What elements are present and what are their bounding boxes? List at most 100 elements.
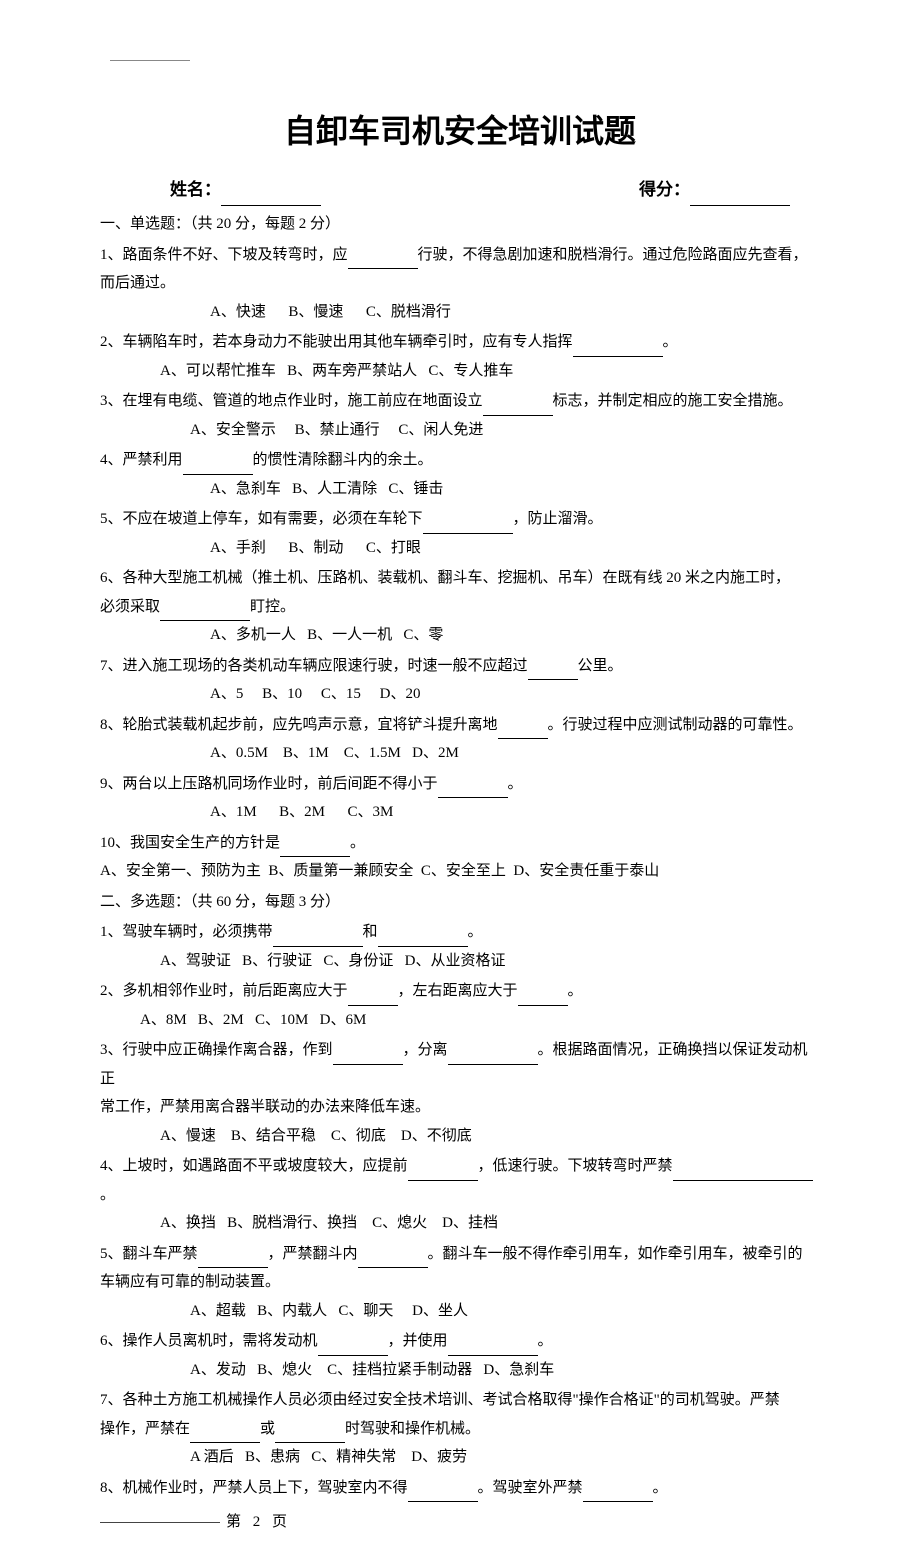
s1-q9: 9、两台以上压路机同场作业时，前后间距不得小于。 xyxy=(100,770,820,799)
header-rule xyxy=(110,60,190,61)
s2-q2-options: A、8M B、2M C、10M D、6M xyxy=(100,1006,820,1035)
s1-q1-text-b: 行驶，不得急剧加速和脱档滑行。通过危险路面应先查看， xyxy=(418,247,808,263)
s1-q6-line2: 必须采取盯控。 xyxy=(100,593,820,622)
s1-q4: 4、严禁利用的惯性清除翻斗内的余土。 xyxy=(100,446,820,475)
s2-q1-text-a: 1、驾驶车辆时，必须携带 xyxy=(100,924,273,940)
opt-b: B、内载人 xyxy=(257,1303,327,1319)
opt-c: C、身份证 xyxy=(323,953,393,969)
s2-q8: 8、机械作业时，严禁人员上下，驾驶室内不得。驾驶室外严禁。 xyxy=(100,1474,820,1503)
s1-q10: 10、我国安全生产的方针是。 xyxy=(100,829,820,858)
opt-b: B、10 xyxy=(262,686,302,702)
s1-q6-options: A、多机一人 B、一人一机 C、零 xyxy=(100,621,820,650)
s2-q5-text-c: 。翻斗车一般不得作牵引用车，如作牵引用车，被牵引的 xyxy=(428,1246,803,1262)
opt-b: B、禁止通行 xyxy=(295,422,380,438)
s1-q1-text-c: 而后通过。 xyxy=(100,269,820,298)
s2-q2-text-b: ，左右距离应大于 xyxy=(398,983,518,999)
s1-q6-text-a: 6、各种大型施工机械（推土机、压路机、装载机、翻斗车、挖掘机、吊车）在既有线 2… xyxy=(100,570,790,586)
s2-q7-text-a: 7、各种土方施工机械操作人员必须由经过安全技术培训、考试合格取得"操作合格证"的… xyxy=(100,1392,780,1408)
opt-b: B、2M xyxy=(279,804,325,820)
s1-q4-options: A、急刹车 B、人工清除 C、锤击 xyxy=(100,475,820,504)
opt-b: B、2M xyxy=(198,1012,244,1028)
s1-q8-options: A、0.5M B、1M C、1.5M D、2M xyxy=(100,739,820,768)
blank xyxy=(348,988,398,1006)
opt-a: A、可以帮忙推车 xyxy=(160,363,276,379)
opt-c: C、安全至上 xyxy=(421,863,506,879)
opt-a: A、发动 xyxy=(190,1362,246,1378)
opt-d: D、挂档 xyxy=(442,1215,498,1231)
blank xyxy=(378,929,468,947)
opt-b: B、脱档滑行、换挡 xyxy=(227,1215,357,1231)
s1-q7: 7、进入施工现场的各类机动车辆应限速行驶，时速一般不应超过公里。 xyxy=(100,652,820,681)
opt-c: C、锤击 xyxy=(388,481,443,497)
blank xyxy=(183,457,253,475)
s2-q4-text-a: 4、上坡时，如遇路面不平或坡度较大，应提前 xyxy=(100,1158,408,1174)
s2-q6: 6、操作人员离机时，需将发动机，并使用。 xyxy=(100,1327,820,1356)
score-label: 得分： xyxy=(639,180,690,199)
blank xyxy=(423,516,513,534)
opt-c: C、零 xyxy=(403,627,443,643)
name-field: 姓名： xyxy=(170,174,321,206)
opt-d: D、安全责任重于泰山 xyxy=(513,863,659,879)
s1-q6-text-c: 盯控。 xyxy=(250,599,295,615)
s2-q1: 1、驾驶车辆时，必须携带和。 xyxy=(100,918,820,947)
s1-q9-text-a: 9、两台以上压路机同场作业时，前后间距不得小于 xyxy=(100,776,438,792)
s2-q7-line2: 操作，严禁在或时驾驶和操作机械。 xyxy=(100,1415,820,1444)
opt-a: A、0.5M xyxy=(210,745,268,761)
s2-q7-text-b: 操作，严禁在 xyxy=(100,1421,190,1437)
opt-a: A 酒后 xyxy=(190,1449,234,1465)
opt-b: B、一人一机 xyxy=(307,627,392,643)
opt-c: C、闲人免进 xyxy=(398,422,483,438)
name-label: 姓名： xyxy=(170,180,221,199)
opt-d: D、6M xyxy=(320,1012,367,1028)
s2-q8-text-a: 8、机械作业时，严禁人员上下，驾驶室内不得 xyxy=(100,1480,408,1496)
s1-q6: 6、各种大型施工机械（推土机、压路机、装载机、翻斗车、挖掘机、吊车）在既有线 2… xyxy=(100,564,820,593)
s2-q5-text-a: 5、翻斗车严禁 xyxy=(100,1246,198,1262)
blank xyxy=(358,1250,428,1268)
opt-b: B、人工清除 xyxy=(292,481,377,497)
s2-q1-text-c: 。 xyxy=(468,924,483,940)
s1-q1: 1、路面条件不好、下坡及转弯时，应行驶，不得急剧加速和脱档滑行。通过危险路面应先… xyxy=(100,241,820,270)
s1-q5-text-b: ，防止溜滑。 xyxy=(513,511,603,527)
s1-q3: 3、在埋有电缆、管道的地点作业时，施工前应在地面设立 标志，并制定相应的施工安全措… xyxy=(100,387,820,416)
blank xyxy=(483,398,553,416)
blank xyxy=(190,1425,260,1443)
opt-a: A、安全警示 xyxy=(190,422,276,438)
s2-q7-options: A 酒后 B、患病 C、精神失常 D、疲劳 xyxy=(100,1443,820,1472)
blank xyxy=(518,988,568,1006)
opt-a: A、1M xyxy=(210,804,257,820)
blank xyxy=(273,929,363,947)
opt-b: B、行驶证 xyxy=(242,953,312,969)
opt-b: B、质量第一兼顾安全 xyxy=(268,863,413,879)
s2-q5-text-b: ，严禁翻斗内 xyxy=(268,1246,358,1262)
s1-q3-options: A、安全警示 B、禁止通行 C、闲人免进 xyxy=(100,416,820,445)
section2-label: 二、多选题：（共 60 分，每题 3 分） xyxy=(100,888,820,917)
s2-q6-text-b: ，并使用 xyxy=(388,1333,448,1349)
opt-a: A、8M xyxy=(140,1012,187,1028)
opt-d: D、坐人 xyxy=(412,1303,468,1319)
blank xyxy=(573,339,663,357)
s2-q2: 2、多机相邻作业时，前后距离应大于，左右距离应大于。 xyxy=(100,977,820,1006)
opt-b: B、制动 xyxy=(288,540,343,556)
s2-q6-options: A、发动 B、熄火 C、挂档拉紧手制动器 D、急刹车 xyxy=(100,1356,820,1385)
blank xyxy=(448,1047,538,1065)
opt-c: C、1.5M xyxy=(344,745,401,761)
s2-q3-options: A、慢速 B、结合平稳 C、彻底 D、不彻底 xyxy=(100,1122,820,1151)
s1-q8: 8、轮胎式装载机起步前，应先鸣声示意，宜将铲斗提升离地。行驶过程中应测试制动器的… xyxy=(100,711,820,740)
opt-b: B、患病 xyxy=(245,1449,300,1465)
opt-a: A、快速 xyxy=(210,304,266,320)
opt-d: D、20 xyxy=(380,686,421,702)
s1-q10-text-a: 10、我国安全生产的方针是 xyxy=(100,835,280,851)
s2-q6-text-c: 。 xyxy=(538,1333,553,1349)
s1-q3-text-b: 标志，并制定相应的施工安全措施。 xyxy=(553,393,793,409)
s1-q3-text-a: 3、在埋有电缆、管道的地点作业时，施工前应在地面设立 xyxy=(100,393,483,409)
s2-q8-text-b: 。驾驶室外严禁 xyxy=(478,1480,583,1496)
opt-a: A、急刹车 xyxy=(210,481,281,497)
opt-d: D、急刹车 xyxy=(483,1362,554,1378)
s2-q2-text-a: 2、多机相邻作业时，前后距离应大于 xyxy=(100,983,348,999)
score-field: 得分： xyxy=(639,174,790,206)
s1-q1-options: A、快速 B、慢速 C、脱档滑行 xyxy=(100,298,820,327)
s1-q4-text-b: 的惯性清除翻斗内的余土。 xyxy=(253,452,433,468)
blank xyxy=(438,780,508,798)
s1-q7-text-b: 公里。 xyxy=(578,658,623,674)
s1-q5-text-a: 5、不应在坡道上停车，如有需要，必须在车轮下 xyxy=(100,511,423,527)
